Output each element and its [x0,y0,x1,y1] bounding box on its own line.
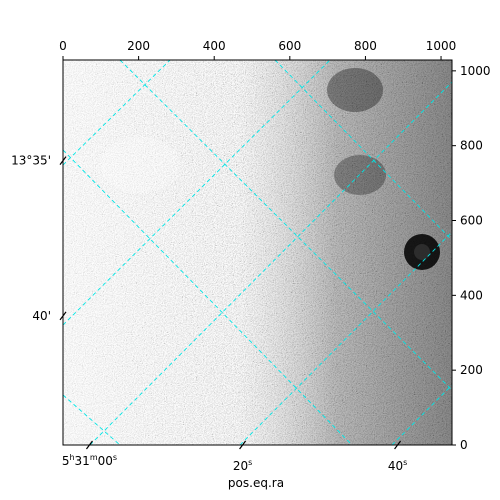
ra-tick [239,440,247,450]
dark-ring-inner [414,244,430,260]
grid-line [89,81,452,445]
ra-tick [85,440,93,450]
ra-unit-superscript: s [113,453,117,462]
coordinate-grid [63,60,452,445]
grid-line [239,231,452,445]
plot-frame [62,59,453,446]
right-tick-label: 800 [460,139,483,153]
grid-line [391,384,452,445]
grid-line [63,149,353,445]
right-tick-label: 600 [460,214,483,228]
dec-tick-label: 13°35' [11,154,51,168]
ra-tick-label: 5h31m00s [62,453,117,468]
dec-tick-label: 40' [32,309,51,323]
left-dec-axis: 13°35' 40' [11,154,67,323]
top-tick-label: 800 [354,39,377,53]
ra-tick-label: 40s [388,458,407,473]
grid-line [274,60,452,241]
ra-unit-superscript: m [90,453,98,462]
ra-tick [394,440,402,450]
right-tick-label: 0 [460,438,468,452]
grid-line [119,60,452,391]
ra-unit-superscript: s [248,458,252,467]
dec-tick [59,156,67,166]
x-axis-label: pos.eq.ra [228,476,284,490]
top-pixel-axis: 0 200 400 600 800 1000 [59,39,456,60]
top-tick-label: 0 [59,39,67,53]
ra-value: 40 [388,459,403,473]
ra-tick-label: 20s [233,458,252,473]
grid-line [63,394,121,445]
dec-tick [59,311,67,321]
ra-value: 00 [98,454,113,468]
brightness-gradient [63,60,452,445]
top-tick-label: 1000 [426,39,457,53]
right-pixel-axis: 0 200 400 600 800 1000 [452,64,491,452]
dark-patch-top [327,68,383,112]
right-tick-label: 200 [460,363,483,377]
top-tick-label: 200 [127,39,150,53]
ra-unit-superscript: h [69,453,74,462]
grid-line [63,60,171,166]
ra-value: 5 [62,454,70,468]
ra-unit-superscript: s [403,458,407,467]
top-tick-label: 400 [203,39,226,53]
ra-value: 31 [75,454,90,468]
right-tick-label: 400 [460,288,483,302]
dark-patch-right [334,155,386,195]
top-tick-label: 600 [278,39,301,53]
bright-patch-left [100,137,180,193]
image-area [63,60,452,445]
right-tick-label: 1000 [460,64,491,78]
ra-value: 20 [233,459,248,473]
